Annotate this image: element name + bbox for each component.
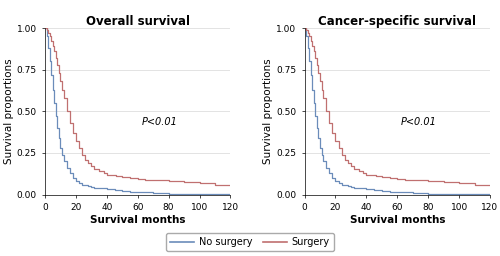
- Y-axis label: Survival proportions: Survival proportions: [4, 59, 14, 164]
- Text: P<0.01: P<0.01: [142, 117, 178, 127]
- Title: Overall survival: Overall survival: [86, 15, 190, 28]
- Title: Cancer-specific survival: Cancer-specific survival: [318, 15, 476, 28]
- Legend: No surgery, Surgery: No surgery, Surgery: [166, 233, 334, 251]
- Y-axis label: Survival proportions: Survival proportions: [264, 59, 274, 164]
- X-axis label: Survival months: Survival months: [350, 215, 445, 225]
- X-axis label: Survival months: Survival months: [90, 215, 186, 225]
- Text: P<0.01: P<0.01: [401, 117, 437, 127]
